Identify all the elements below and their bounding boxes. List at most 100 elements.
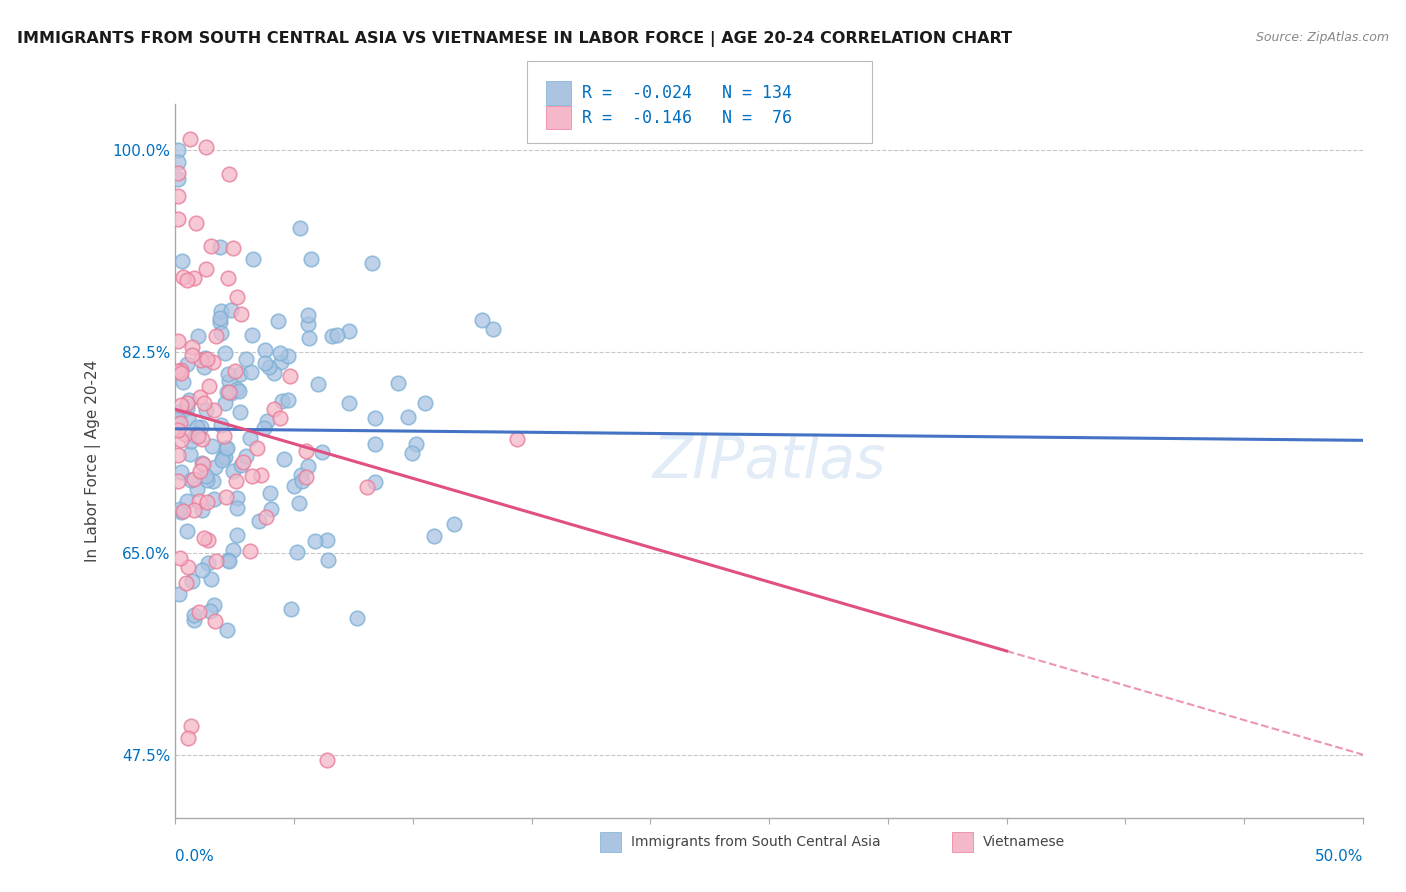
Point xyxy=(169,366,191,380)
Point xyxy=(217,553,239,567)
Point xyxy=(174,575,197,590)
Point xyxy=(214,346,236,360)
Point xyxy=(176,410,198,425)
Point xyxy=(396,409,419,424)
Point xyxy=(190,352,212,367)
Point xyxy=(191,502,214,516)
Point xyxy=(291,474,314,488)
Point xyxy=(183,607,205,622)
Point xyxy=(166,364,188,378)
Point xyxy=(197,556,219,570)
Point xyxy=(180,719,202,733)
Point xyxy=(259,486,281,500)
Point xyxy=(297,317,319,331)
Point xyxy=(172,270,194,285)
Point xyxy=(166,166,188,180)
Point xyxy=(170,433,193,447)
Point xyxy=(204,329,226,343)
Point xyxy=(188,390,211,404)
Point xyxy=(214,395,236,409)
Point xyxy=(295,469,318,483)
Point xyxy=(218,554,240,568)
Point xyxy=(222,543,245,558)
Point xyxy=(224,364,246,378)
Point xyxy=(187,328,209,343)
Point xyxy=(201,439,224,453)
Point xyxy=(298,331,321,345)
Point xyxy=(217,271,239,285)
Point xyxy=(172,504,194,518)
Point xyxy=(183,473,205,487)
Point xyxy=(269,345,291,359)
Point xyxy=(239,543,262,558)
Point xyxy=(304,534,326,549)
Point xyxy=(405,437,427,451)
Point xyxy=(183,271,205,285)
Point xyxy=(423,529,446,543)
Point xyxy=(198,379,221,393)
Text: Vietnamese: Vietnamese xyxy=(983,835,1064,849)
Point xyxy=(176,396,198,410)
Point xyxy=(166,423,188,437)
Point xyxy=(170,465,193,479)
Point xyxy=(191,457,214,471)
Point xyxy=(239,432,262,446)
Point xyxy=(271,393,294,408)
Point xyxy=(208,315,231,329)
Point xyxy=(273,452,295,467)
Point xyxy=(190,420,212,434)
Point xyxy=(208,240,231,254)
Point xyxy=(288,496,311,510)
Point xyxy=(183,613,205,627)
Point xyxy=(166,143,188,157)
Point xyxy=(219,303,242,318)
Point xyxy=(240,469,263,483)
Point xyxy=(218,384,240,399)
Point xyxy=(215,623,238,637)
Point xyxy=(231,458,253,472)
Point xyxy=(228,384,250,398)
Point xyxy=(167,474,190,488)
Point xyxy=(176,524,198,538)
Point xyxy=(200,573,222,587)
Point xyxy=(253,343,276,358)
Point xyxy=(218,167,240,181)
Point xyxy=(193,359,215,374)
Point xyxy=(215,490,238,504)
Point xyxy=(191,456,214,470)
Point xyxy=(290,221,312,235)
Point xyxy=(176,401,198,416)
Point xyxy=(176,560,198,574)
Point xyxy=(226,491,249,505)
Point xyxy=(209,304,232,318)
Point xyxy=(364,436,387,450)
Point xyxy=(214,450,236,464)
Point xyxy=(356,480,378,494)
Point xyxy=(179,447,201,461)
Point xyxy=(337,395,360,409)
Point xyxy=(337,324,360,338)
Point xyxy=(315,533,337,547)
Text: R =  -0.024   N = 134: R = -0.024 N = 134 xyxy=(582,84,792,102)
Point xyxy=(221,241,243,255)
Point xyxy=(401,446,423,460)
Point xyxy=(179,132,201,146)
Point xyxy=(212,428,235,442)
Point xyxy=(297,458,319,473)
Point xyxy=(166,212,188,227)
Point xyxy=(240,365,263,379)
Point xyxy=(321,329,343,343)
Point xyxy=(215,442,238,456)
Point xyxy=(240,328,263,343)
Point xyxy=(180,434,202,449)
Point xyxy=(247,514,270,528)
Point xyxy=(278,368,301,383)
Point xyxy=(202,491,225,506)
Point xyxy=(186,483,208,497)
Point xyxy=(297,309,319,323)
Point xyxy=(226,290,249,304)
Point xyxy=(318,553,340,567)
Point xyxy=(180,474,202,488)
Point xyxy=(263,366,285,380)
Point xyxy=(200,239,222,253)
